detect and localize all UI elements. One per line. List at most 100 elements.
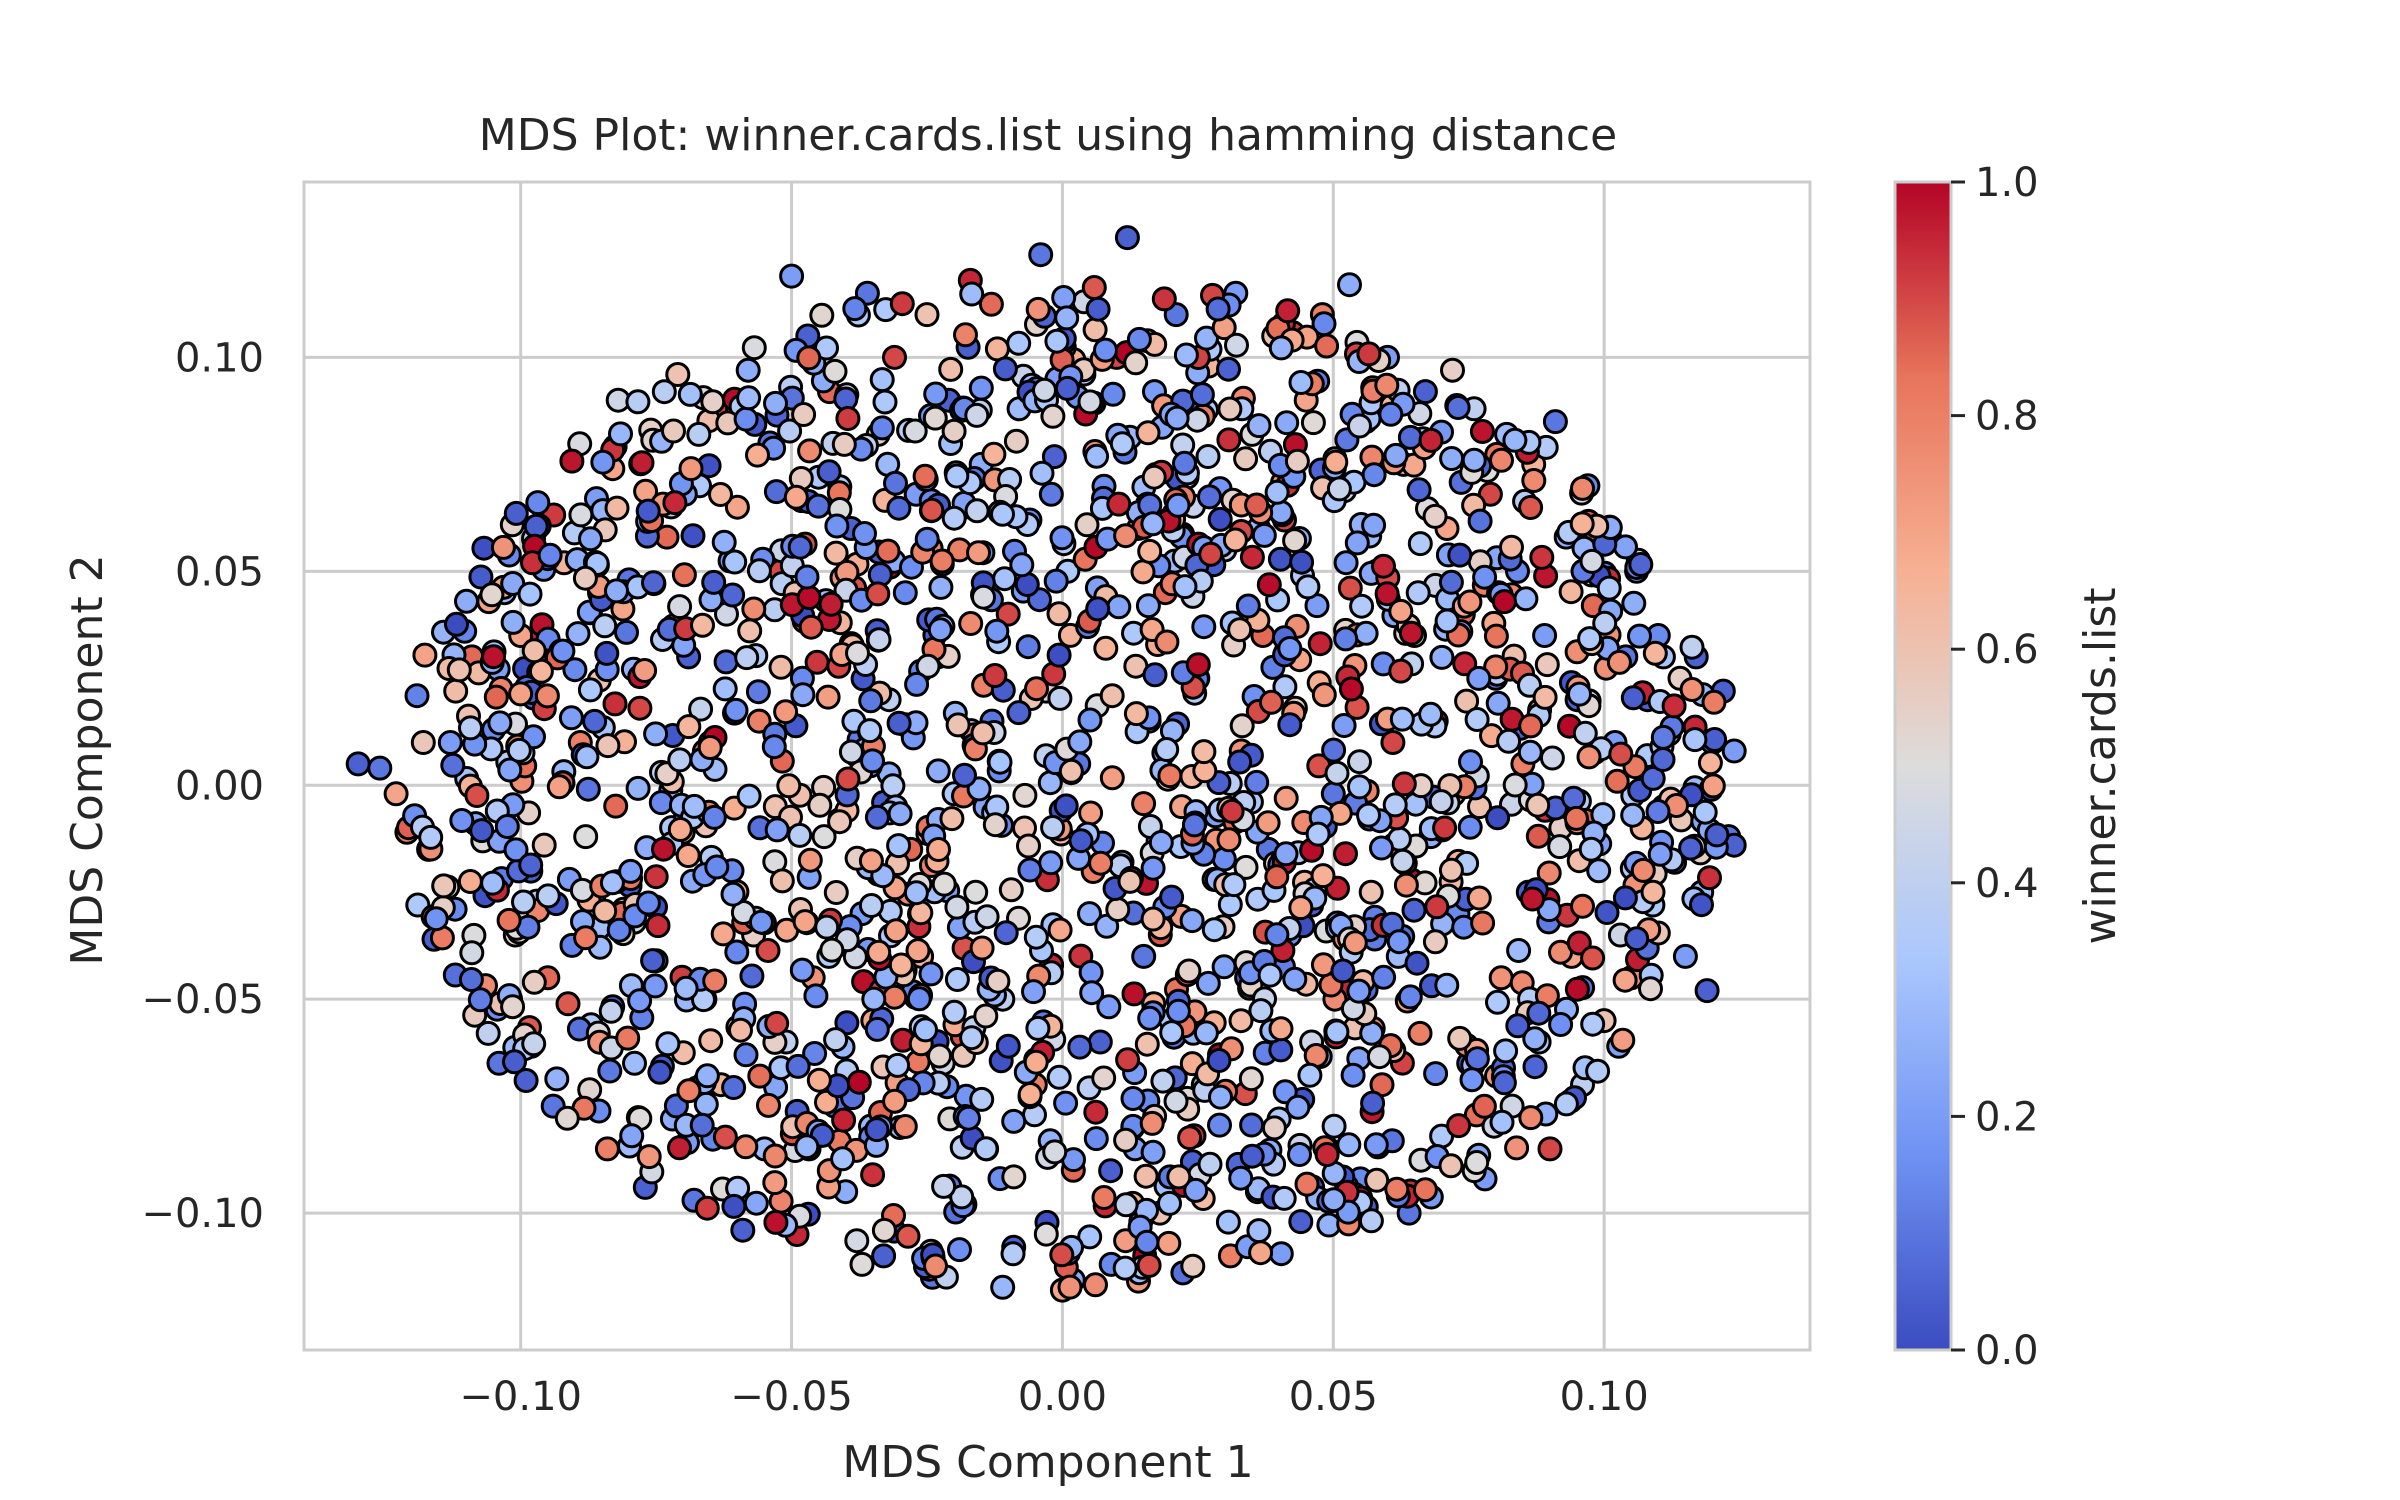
colorbar-ticks: 0.0 0.2 0.4 0.6 0.8 1.0: [1951, 160, 2039, 1374]
scatter-point: [1003, 428, 1029, 454]
scatter-point: [678, 456, 704, 482]
scatter-point: [871, 1243, 897, 1269]
scatter-point: [1113, 523, 1139, 549]
scatter-point: [1268, 1241, 1294, 1267]
scatter-point: [1627, 623, 1652, 649]
scatter-point: [849, 1251, 875, 1277]
scatter-point: [1483, 623, 1509, 649]
scatter-point: [1053, 793, 1079, 819]
scatter-point: [1621, 590, 1647, 616]
scatter-point: [990, 501, 1015, 527]
colorbar-label: winner.cards.list: [2075, 587, 2126, 944]
colorbar-tick-label: 0.0: [1975, 1328, 2039, 1374]
x-axis-label: MDS Component 1: [842, 1437, 1253, 1488]
scatter-point: [938, 356, 964, 382]
scatter-point: [1023, 924, 1049, 950]
scatter-point: [806, 1067, 832, 1093]
scatter-point: [1305, 821, 1331, 847]
scatter-point: [949, 1184, 975, 1210]
scatter-point: [1112, 1255, 1138, 1281]
scatter-point: [769, 868, 795, 894]
scatter-point: [479, 582, 505, 608]
scatter-point: [1679, 634, 1705, 660]
scatter-point: [1268, 500, 1294, 525]
scatter-point: [1321, 1187, 1347, 1213]
scatter-point: [1517, 739, 1543, 765]
scatter-point: [1457, 814, 1483, 840]
scatter-point: [811, 824, 837, 850]
scatter-point: [1428, 789, 1454, 815]
scatter-point: [790, 682, 816, 708]
scatter-point: [1532, 684, 1558, 710]
scatter-point: [1195, 970, 1221, 996]
scatter-point: [676, 1078, 702, 1104]
scatter-point: [675, 843, 701, 868]
scatter-point: [686, 421, 712, 447]
scatter-point: [1088, 850, 1114, 876]
scatter-point: [1131, 791, 1157, 817]
scatter-point: [1009, 552, 1035, 578]
scatter-point: [1047, 917, 1073, 943]
scatter-point: [1692, 799, 1718, 825]
scatter-point: [1518, 495, 1544, 520]
scatter-point: [1115, 1047, 1141, 1073]
scatter-point: [745, 679, 771, 705]
scatter-point: [915, 653, 941, 679]
scatter-point: [1314, 333, 1340, 359]
scatter-point: [1057, 1274, 1083, 1300]
scatter-point: [1434, 608, 1460, 634]
scatter-point: [794, 1134, 820, 1160]
scatter-point: [1624, 926, 1650, 952]
scatter-point: [1083, 1126, 1109, 1152]
scatter-point: [952, 762, 977, 788]
scatter-point: [594, 640, 620, 666]
scatter-point: [1307, 631, 1333, 657]
scatter-point: [745, 442, 770, 468]
scatter-point: [1406, 477, 1432, 503]
scatter-point: [1390, 848, 1416, 874]
scatter-point: [864, 804, 890, 830]
scatter-point: [1163, 1088, 1189, 1114]
scatter-point: [1255, 810, 1281, 836]
scatter-point: [1288, 895, 1314, 921]
scatter-point: [1151, 286, 1177, 312]
scatter-point: [503, 837, 529, 863]
scatter-point: [1459, 1067, 1485, 1093]
scatter-point: [1191, 739, 1217, 765]
scatter-point: [1038, 850, 1064, 876]
scatter-point: [882, 984, 908, 1010]
scatter-point: [971, 584, 996, 610]
scatter-point: [1224, 332, 1249, 358]
scatter-point: [1502, 772, 1528, 798]
scatter-point: [736, 385, 762, 411]
scatter-point: [1432, 815, 1458, 841]
scatter-point: [886, 495, 912, 521]
scatter-point: [712, 676, 738, 702]
scatter-point: [1570, 893, 1595, 919]
scatter-point: [1331, 713, 1357, 738]
scatter-point: [1361, 462, 1387, 488]
scatter-point: [1100, 381, 1126, 407]
scatter-point: [741, 596, 767, 622]
scatter-point: [797, 847, 823, 873]
scatter-point: [1569, 511, 1595, 537]
scatter-point: [1098, 1158, 1124, 1184]
scatter-point: [1091, 1065, 1117, 1091]
scatter-point: [764, 817, 790, 843]
scatter-point: [1447, 1025, 1473, 1051]
scatter-point: [1564, 976, 1590, 1002]
scatter-point: [1079, 980, 1105, 1006]
scatter-point: [803, 983, 829, 1009]
scatter-point: [861, 986, 887, 1012]
scatter-point: [1434, 972, 1460, 998]
scatter-point: [1363, 1132, 1389, 1158]
scatter-point: [1470, 910, 1496, 936]
scatter-point: [1282, 966, 1308, 992]
scatter-point: [1472, 564, 1498, 590]
scatter-point: [1154, 629, 1180, 655]
scatter-point: [1096, 994, 1122, 1020]
scatter-point: [1271, 1185, 1297, 1211]
scatter-point: [1378, 401, 1404, 427]
scatter-point: [1407, 531, 1433, 557]
scatter-point: [1464, 1046, 1490, 1072]
